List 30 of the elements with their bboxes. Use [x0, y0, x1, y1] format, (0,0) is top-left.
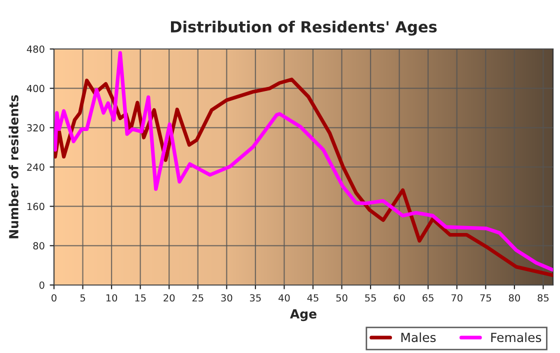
- x-tick-label: 80: [508, 294, 520, 302]
- y-axis-title: Number of residents: [8, 95, 18, 238]
- x-tick-label: 15: [135, 294, 146, 302]
- x-tick-label: 70: [451, 294, 462, 302]
- x-tick-label: 35: [250, 294, 261, 302]
- x-tick-label: 0: [52, 294, 56, 302]
- x-axis-title: Age: [290, 309, 316, 322]
- legend-label: Males: [401, 332, 436, 342]
- x-tick-label: 30: [221, 294, 232, 302]
- x-tick-label: 5: [80, 294, 86, 302]
- y-tick-label: 320: [27, 124, 44, 132]
- legend-label: Females: [491, 332, 542, 342]
- chart-title: Distribution of Residents' Ages: [170, 20, 437, 36]
- x-tick-label: 10: [106, 294, 118, 302]
- x-tick-label: 55: [365, 294, 376, 302]
- y-tick-label: 0: [39, 281, 44, 289]
- y-tick-label: 160: [27, 202, 44, 210]
- x-tick-label: 25: [192, 294, 204, 302]
- x-tick-label: 60: [394, 294, 405, 302]
- x-tick-label: 45: [307, 294, 318, 302]
- x-tick-label: 20: [164, 294, 175, 302]
- y-tick-label: 400: [26, 84, 44, 92]
- y-tick-label: 240: [27, 163, 44, 171]
- x-tick-label: 50: [336, 294, 348, 302]
- y-tick-label: 480: [26, 45, 44, 53]
- x-tick-label: 75: [480, 294, 491, 302]
- x-tick-label: 65: [422, 294, 434, 302]
- x-tick-label: 40: [278, 294, 290, 302]
- x-tick-label: 85: [538, 294, 549, 302]
- y-tick-label: 80: [33, 242, 44, 250]
